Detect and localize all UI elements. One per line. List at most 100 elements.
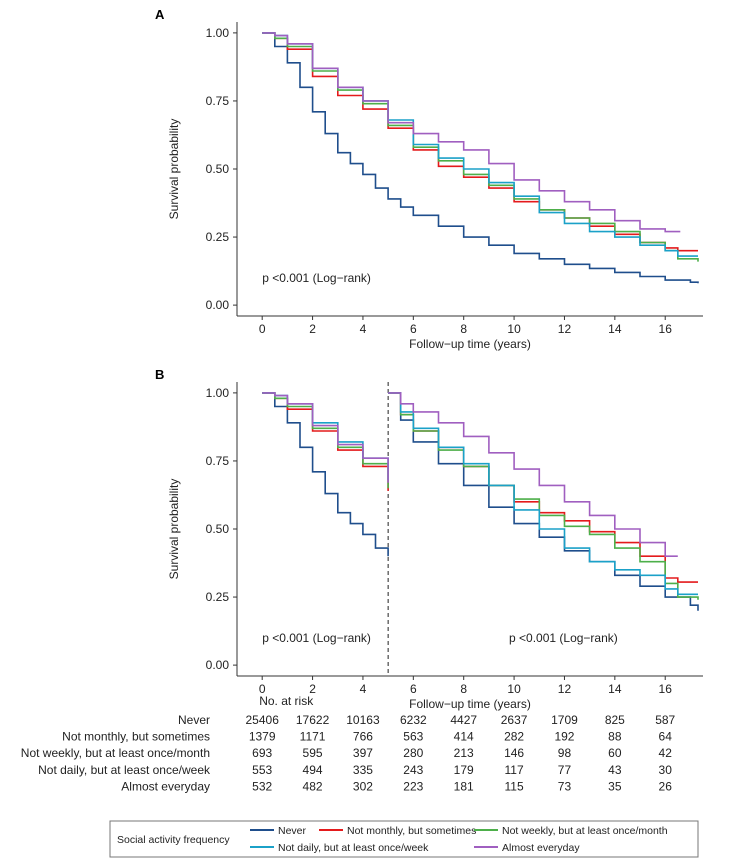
risk-cell: 280 xyxy=(403,746,423,760)
risk-cell: 1709 xyxy=(551,713,578,727)
risk-cell: 117 xyxy=(505,763,524,777)
risk-table-title: No. at risk xyxy=(259,694,314,708)
risk-cell: 60 xyxy=(608,746,622,760)
legend-entry: Not monthly, but sometimes xyxy=(347,825,476,837)
risk-table: No. at risk Never 25406 17622 10163 6232 4427 2… xyxy=(21,694,676,793)
x-tick-label: 14 xyxy=(608,322,622,336)
pvalue-annotation: p <0.001 (Log−rank) xyxy=(262,631,371,645)
x-tick-label: 0 xyxy=(259,322,266,336)
risk-cell: 35 xyxy=(608,779,622,793)
survival-curve-not-weekly-but-at-least-once-month xyxy=(262,32,699,262)
y-tick-label: 0.75 xyxy=(206,94,230,108)
survival-curve-never xyxy=(388,392,699,611)
risk-cell: 192 xyxy=(554,730,574,744)
risk-cell: 494 xyxy=(303,763,323,777)
risk-cell: 10163 xyxy=(346,713,380,727)
survival-curve-not-weekly-but-at-least-once-month xyxy=(262,392,389,489)
risk-cell: 43 xyxy=(608,763,622,777)
risk-cell: 146 xyxy=(504,746,524,760)
y-tick-label: 0.00 xyxy=(206,658,230,672)
survival-curve-almost-everyday xyxy=(262,392,389,483)
risk-row-label: Almost everyday xyxy=(121,779,210,793)
risk-row-label: Not daily, but at least once/week xyxy=(38,763,211,777)
risk-cell: 98 xyxy=(558,746,572,760)
risk-cell: 532 xyxy=(252,779,272,793)
risk-cell: 397 xyxy=(353,746,373,760)
risk-row: Never 25406 17622 10163 6232 4427 2637 1709 825 5… xyxy=(178,713,676,727)
y-tick-label: 0.25 xyxy=(206,230,230,244)
survival-curve-never xyxy=(262,392,389,557)
risk-cell: 335 xyxy=(353,763,373,777)
x-axis-title: Follow−up time (years) xyxy=(409,337,531,351)
risk-cell: 6232 xyxy=(400,713,427,727)
x-tick-label: 8 xyxy=(460,682,467,696)
x-tick-label: 16 xyxy=(659,682,673,696)
survival-curve-not-monthly-but-sometimes xyxy=(388,392,698,583)
y-axis-title: Survival probability xyxy=(167,479,181,580)
risk-row-label: Not monthly, but sometimes xyxy=(62,730,210,744)
x-tick-label: 10 xyxy=(507,682,521,696)
y-tick-label: 1.00 xyxy=(206,386,230,400)
risk-cell: 1171 xyxy=(300,730,326,744)
survival-curve-not-daily-but-at-least-once-week xyxy=(388,392,698,596)
legend-box xyxy=(109,820,699,858)
y-axis-title: Survival probability xyxy=(167,119,181,220)
x-axis-title: Follow−up time (years) xyxy=(409,697,531,711)
y-tick-label: 1.00 xyxy=(206,26,230,40)
risk-cell: 2637 xyxy=(501,713,528,727)
risk-row: Not monthly, but sometimes 1379 1171 766 563… xyxy=(62,730,672,744)
risk-row: Not daily, but at least once/week 553 494 3… xyxy=(38,763,672,777)
risk-cell: 302 xyxy=(353,779,373,793)
legend-entry: Almost everyday xyxy=(502,842,580,854)
risk-cell: 77 xyxy=(558,763,572,777)
x-tick-label: 2 xyxy=(309,322,316,336)
risk-row-label: Never xyxy=(178,713,210,727)
risk-cell: 223 xyxy=(403,779,423,793)
legend-title: Social activity frequency xyxy=(117,834,230,846)
panel-a: A 0.00 0.25 0.50 0.75 1.00 0 2 4 6 8 10 12 14 16 Follow… xyxy=(155,7,703,351)
risk-cell: 243 xyxy=(403,763,423,777)
panel-b: B 0.00 0.25 0.50 0.75 1.00 0 2 4 6 8 10 12 14 16 Follow… xyxy=(155,367,703,711)
risk-row-label: Not weekly, but at least once/month xyxy=(21,746,210,760)
risk-cell: 4427 xyxy=(450,713,477,727)
risk-row: Not weekly, but at least once/month 693 59… xyxy=(21,746,672,760)
y-tick-label: 0.75 xyxy=(206,454,230,468)
risk-cell: 73 xyxy=(558,779,572,793)
risk-cell: 25406 xyxy=(246,713,280,727)
risk-cell: 179 xyxy=(454,763,474,777)
legend-entry: Never xyxy=(278,825,307,837)
risk-cell: 213 xyxy=(454,746,474,760)
risk-cell: 587 xyxy=(655,713,675,727)
x-tick-label: 6 xyxy=(410,322,417,336)
x-tick-label: 0 xyxy=(259,682,266,696)
pvalue-annotation: p <0.001 (Log−rank) xyxy=(509,631,618,645)
risk-cell: 825 xyxy=(605,713,625,727)
risk-cell: 414 xyxy=(454,730,474,744)
panel-label: B xyxy=(155,367,164,382)
legend-entry: Not weekly, but at least once/month xyxy=(502,825,668,837)
risk-cell: 115 xyxy=(505,779,524,793)
risk-cell: 693 xyxy=(252,746,272,760)
survival-curve-not-monthly-but-sometimes xyxy=(262,32,698,252)
risk-cell: 88 xyxy=(608,730,622,744)
y-tick-label: 0.00 xyxy=(206,298,230,312)
survival-curve-almost-everyday xyxy=(262,32,681,233)
risk-cell: 17622 xyxy=(296,713,330,727)
y-tick-label: 0.50 xyxy=(206,162,230,176)
y-tick-label: 0.50 xyxy=(206,522,230,536)
x-tick-label: 12 xyxy=(558,682,572,696)
survival-curve-not-daily-but-at-least-once-week xyxy=(262,32,698,257)
legend-entry: Not daily, but at least once/week xyxy=(278,842,429,854)
x-tick-label: 2 xyxy=(309,682,316,696)
risk-cell: 42 xyxy=(659,746,673,760)
survival-curve-not-weekly-but-at-least-once-month xyxy=(388,392,699,600)
risk-cell: 181 xyxy=(454,779,474,793)
risk-cell: 595 xyxy=(303,746,323,760)
legend: Social activity frequency Never Not monthl… xyxy=(109,820,699,858)
survival-curve-almost-everyday xyxy=(388,392,678,557)
x-tick-label: 8 xyxy=(460,322,467,336)
x-tick-label: 6 xyxy=(410,682,417,696)
risk-cell: 26 xyxy=(659,779,673,793)
